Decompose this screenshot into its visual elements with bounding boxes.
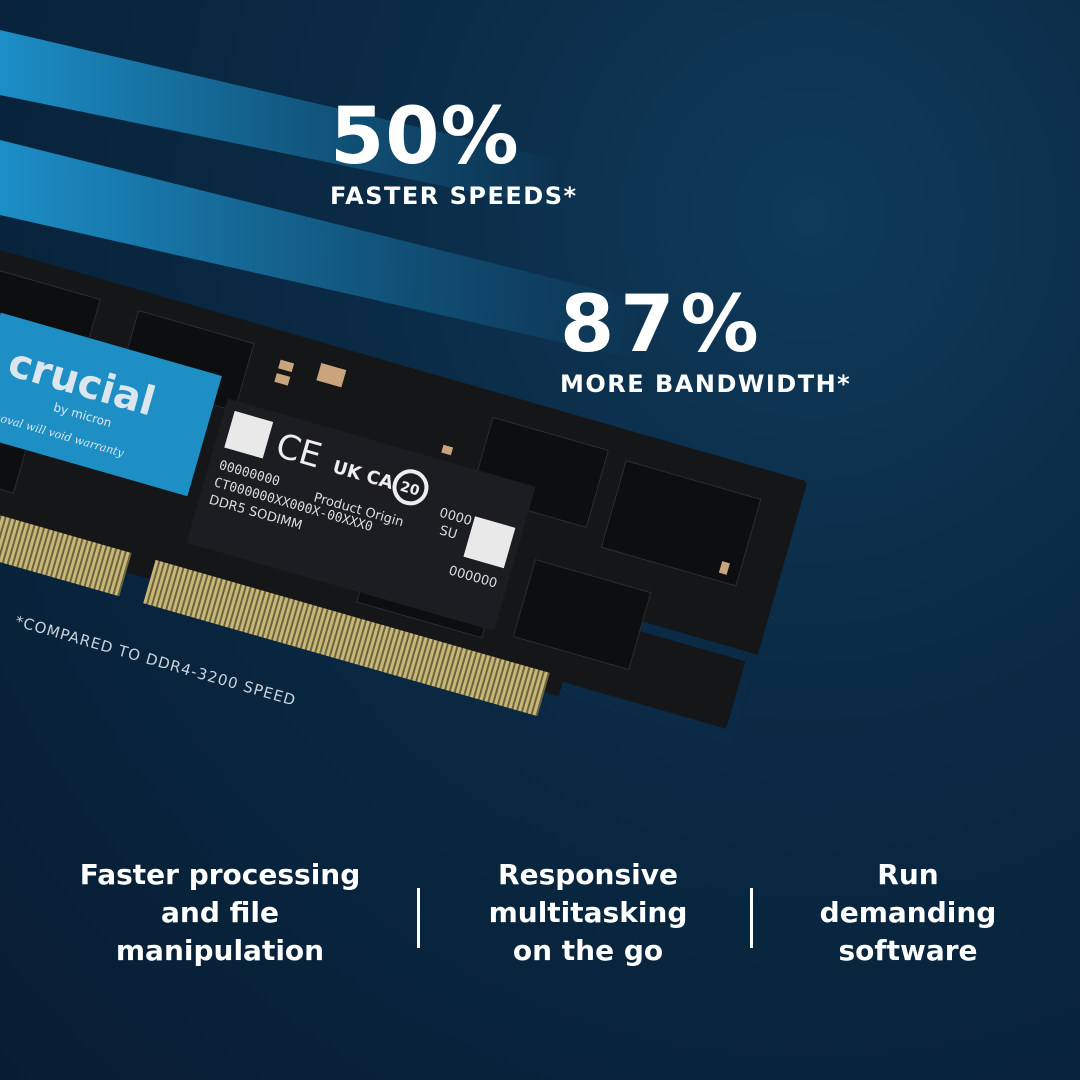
feature-item: Run demanding software	[819, 858, 997, 967]
light-beam	[0, 140, 640, 360]
feature-list: Faster processing and file manipulation …	[0, 856, 1080, 976]
svg-text:20: 20	[398, 479, 421, 500]
stat-value: 50%	[330, 92, 520, 182]
stat-speed: 50% FASTER SPEEDS*	[330, 98, 578, 210]
svg-text:SU: SU	[438, 523, 459, 542]
feature-item: Responsive multitasking on the go	[488, 858, 688, 967]
ram-module: crucial by micron Removal will void warr…	[0, 234, 807, 746]
qr-code-icon	[463, 516, 516, 569]
divider	[417, 888, 420, 948]
divider	[750, 888, 753, 948]
recycle-20-icon	[392, 469, 429, 506]
stat-label: MORE BANDWIDTH*	[560, 370, 852, 398]
qr-code-icon	[224, 410, 274, 459]
feature-item: Faster processing and file manipulation	[79, 858, 361, 967]
stat-value: 87%	[560, 280, 765, 370]
stat-label: FASTER SPEEDS*	[330, 182, 578, 210]
stat-bandwidth: 87% MORE BANDWIDTH*	[560, 286, 851, 398]
light-beam	[0, 30, 560, 210]
